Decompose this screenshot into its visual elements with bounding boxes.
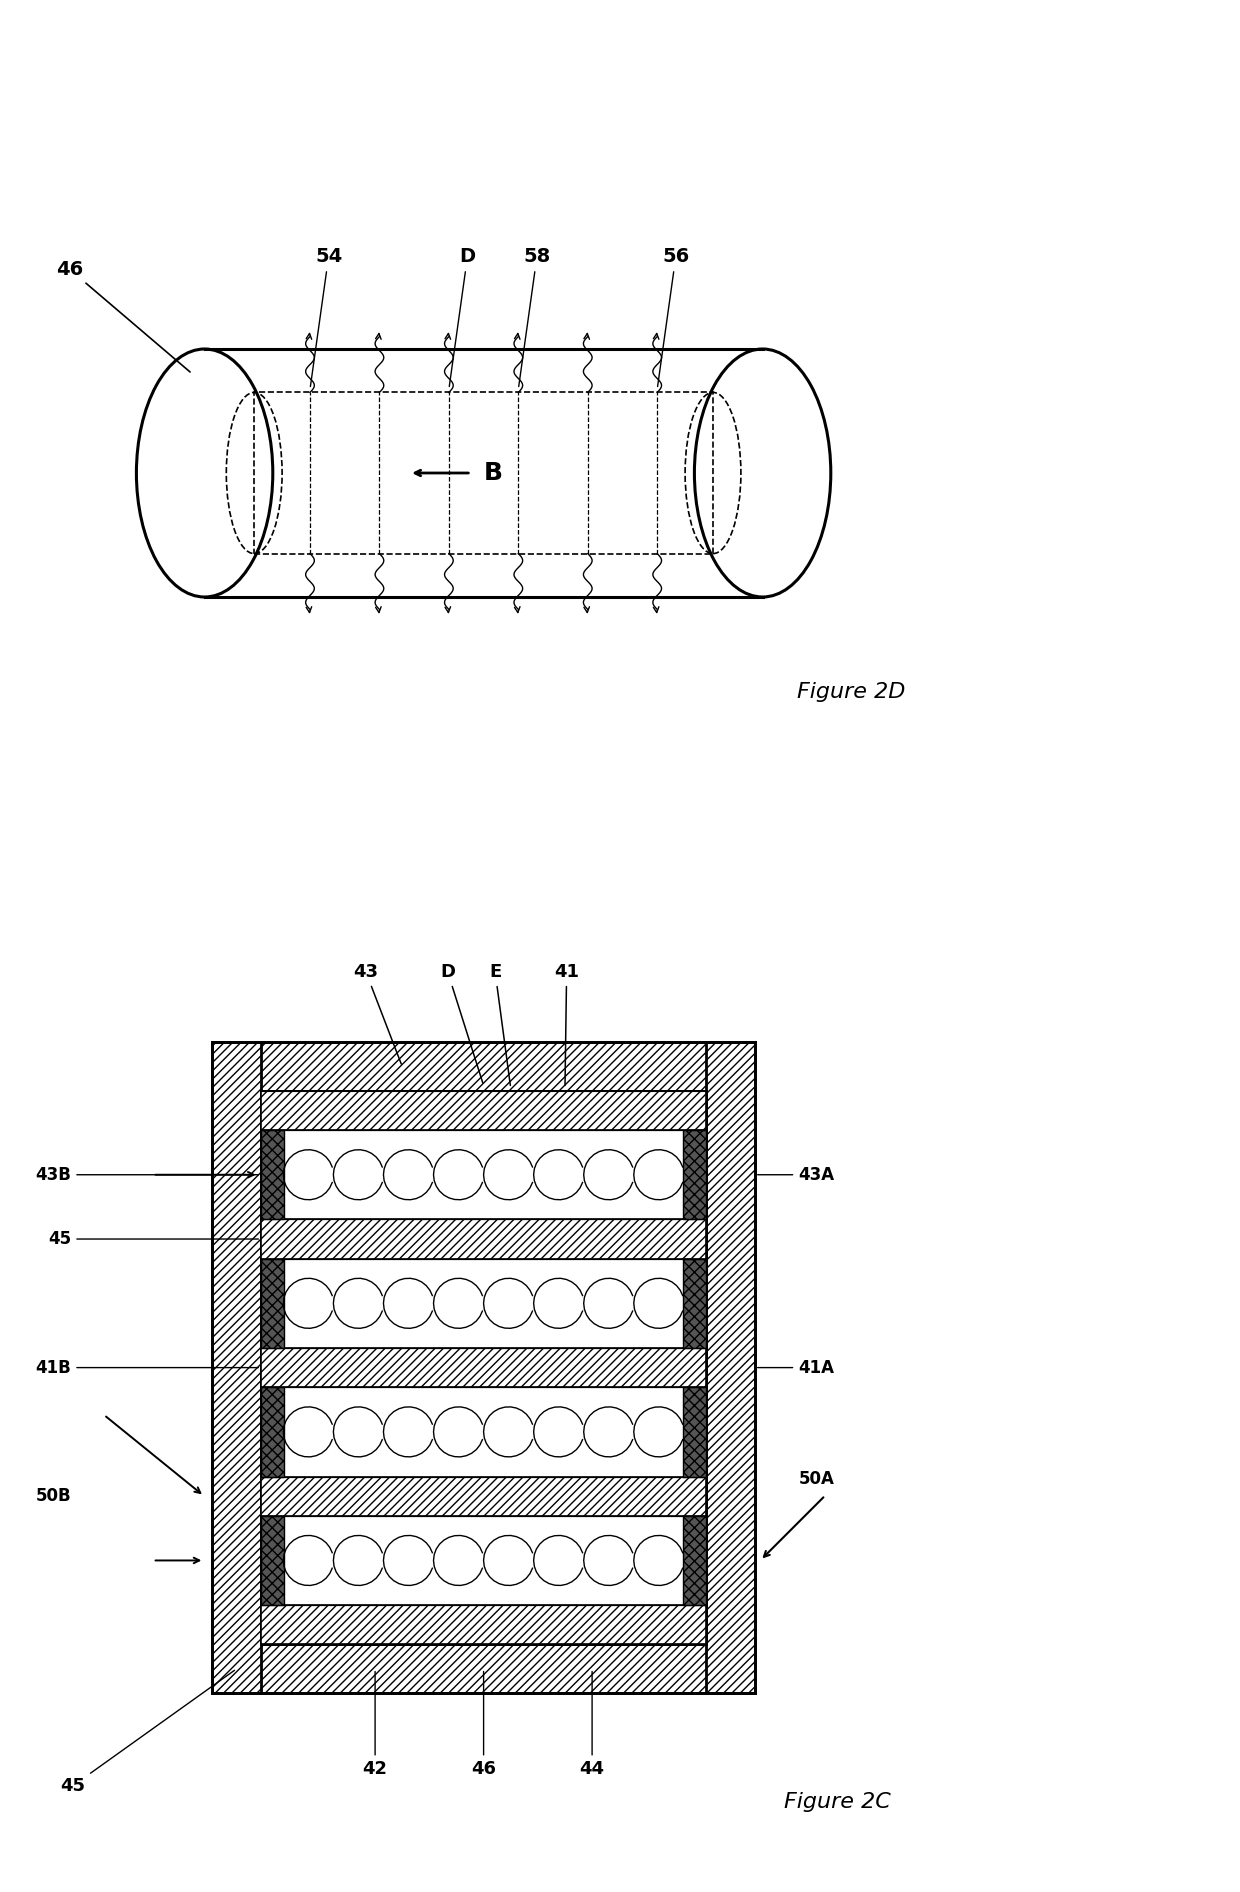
Text: D: D — [440, 963, 482, 1082]
Bar — [683, 1258, 706, 1349]
Text: 43B: 43B — [36, 1165, 258, 1184]
Bar — [262, 1092, 706, 1130]
Bar — [683, 1130, 706, 1220]
Text: Figure 2D: Figure 2D — [797, 683, 905, 702]
Bar — [683, 1387, 706, 1476]
Bar — [262, 1604, 706, 1644]
Text: 58: 58 — [518, 248, 551, 386]
Text: 43: 43 — [353, 963, 402, 1063]
Text: D: D — [449, 248, 476, 386]
Text: Figure 2C: Figure 2C — [784, 1792, 890, 1813]
Bar — [254, 392, 713, 554]
Bar — [205, 348, 763, 598]
Text: E: E — [489, 963, 511, 1086]
Text: B: B — [484, 462, 502, 484]
Text: 54: 54 — [310, 248, 342, 386]
Bar — [262, 1258, 284, 1349]
Text: 50A: 50A — [799, 1470, 835, 1489]
Text: 42: 42 — [362, 1671, 388, 1778]
Bar — [706, 1042, 755, 1693]
Text: 44: 44 — [579, 1671, 605, 1778]
Bar — [212, 1042, 755, 1092]
Bar — [262, 1130, 284, 1220]
Text: 43A: 43A — [758, 1165, 835, 1184]
Bar — [262, 1092, 706, 1644]
Text: 46: 46 — [471, 1671, 496, 1778]
Text: 41: 41 — [554, 963, 579, 1086]
Bar — [262, 1387, 284, 1476]
Text: 41A: 41A — [758, 1358, 835, 1377]
Text: 45: 45 — [61, 1671, 234, 1796]
Bar — [212, 1644, 755, 1693]
Bar — [212, 1042, 755, 1693]
Bar — [683, 1515, 706, 1604]
Text: 46: 46 — [56, 259, 190, 373]
Bar — [262, 1515, 284, 1604]
Text: 50B: 50B — [36, 1487, 71, 1506]
Text: 56: 56 — [657, 248, 689, 386]
Bar — [262, 1476, 706, 1515]
Bar — [262, 1349, 706, 1387]
Text: 45: 45 — [48, 1230, 258, 1249]
Bar — [262, 1220, 706, 1258]
Bar — [212, 1042, 262, 1693]
Text: 41B: 41B — [36, 1358, 258, 1377]
Text: B: B — [516, 1423, 532, 1442]
